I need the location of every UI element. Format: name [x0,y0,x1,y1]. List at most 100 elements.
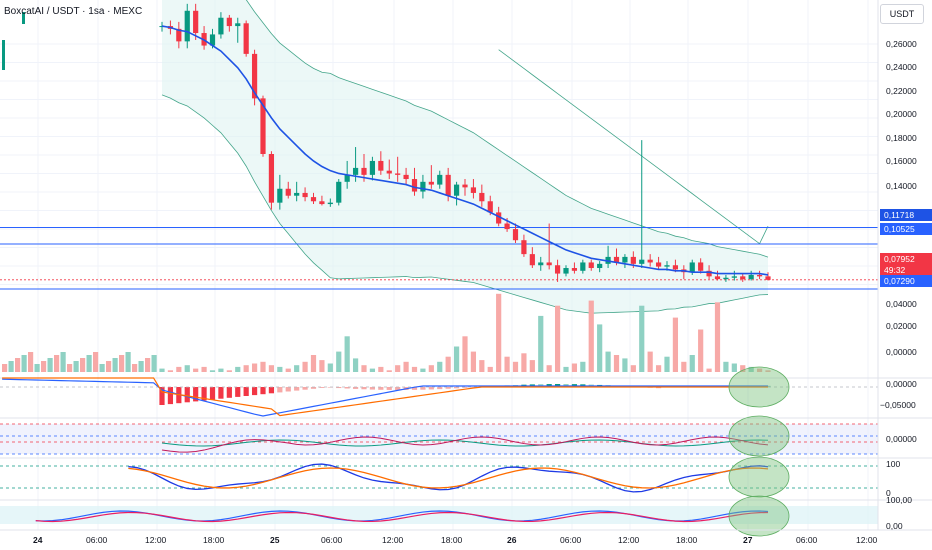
candle-body [268,154,275,203]
candle-body [462,184,468,188]
macd-histogram-bar [395,387,401,390]
volume-bar [605,351,611,372]
macd-histogram-bar [453,387,460,389]
candle-body [706,270,712,277]
candle-body [597,263,603,269]
volume-bar [706,368,712,372]
volume-bar [731,363,737,372]
volume-bar [689,355,695,372]
macd-histogram-bar [159,387,165,405]
volume-bar [151,355,157,372]
volume-bar [336,351,342,372]
macd-histogram-bar [167,387,174,405]
price-tag: 0,10525 [880,223,932,235]
time-tick-label: 12:00 [382,535,404,545]
volume-bar [546,365,552,372]
candle-body [588,262,594,269]
osc3-line-b [35,511,769,523]
candle-body [453,184,460,196]
bollinger-bands [161,0,769,314]
ema-line [161,25,769,276]
candle-body [319,201,325,205]
volume-bar [86,355,92,372]
macd-histogram-bar [462,387,468,388]
volume-bar [218,368,224,372]
volume-bar [723,361,729,372]
volume-bar [714,302,721,372]
volume-bar [403,361,409,372]
horizontal-levels [0,226,878,290]
volume-bar [28,352,34,372]
volume-bar [60,352,66,372]
volume-bar [268,365,275,372]
volume-bar [740,365,746,372]
candle-body [193,10,199,34]
candle-body [226,17,232,27]
candle-body [563,268,569,274]
candle-body [243,23,249,54]
macd-histogram-bar [352,387,359,389]
volume-bar [453,346,460,372]
volume-bar [748,366,754,372]
macd-histogram-bar [428,387,434,390]
volume-bar [106,361,112,372]
volume-bar [361,365,367,372]
time-tick-label: 12:00 [618,535,640,545]
candle-body [571,268,578,271]
volume-bar [93,352,99,372]
candle-body [529,254,535,266]
volume-bar [647,351,653,372]
macd-histogram-bar [184,387,190,403]
volume-bar [21,355,27,372]
candle-body [327,202,333,205]
candle-body [361,167,367,175]
volume-tick-label: 0,04000 [886,299,917,309]
volume-bar [2,364,8,372]
volume-bar [167,370,174,372]
volume-bar [41,361,47,372]
volume-bar [352,358,359,372]
osc3-tick-label: 0,00 [886,521,903,531]
candle-body [260,98,266,154]
candle-body [630,256,636,264]
macd-histogram-bar [336,387,342,389]
time-tick-label: 06:00 [321,535,343,545]
volume-bar [639,305,645,372]
stoch-k-line [128,463,769,493]
time-tick-label: 06:00 [86,535,108,545]
candle-body [613,256,620,263]
volume-bar [99,364,105,372]
currency-selector[interactable]: USDT [880,4,924,24]
candle-body [521,240,527,255]
candle-body [756,274,763,277]
time-tick-label: 06:00 [796,535,818,545]
time-tick-label: 18:00 [676,535,698,545]
ema-line-path [161,25,769,276]
candle-body [22,12,25,24]
volume-bar [504,356,510,372]
volume-bar [580,361,586,372]
candle-body [723,277,729,280]
highlight-circle [728,415,790,457]
macd-histogram-bar [201,387,207,401]
volume-bar [571,363,578,372]
candle-body [698,262,704,271]
candle-body [310,197,317,202]
macd-histogram-bar [386,387,392,390]
volume-bar [529,360,535,372]
candle-body [470,187,477,193]
candle-body [302,192,308,198]
volume-bar [235,366,241,372]
candle-body [218,17,224,35]
volume-bar [260,361,266,372]
volume-bar [319,360,325,372]
volume-bar [622,358,628,372]
volume-bar [588,300,594,372]
candle-body [386,170,392,174]
price-tag: 0,07952 [880,253,932,265]
candle-body [479,192,485,202]
volume-bar [437,361,443,372]
price-tick-label: 0,20000 [886,109,917,119]
candle-body [512,229,519,241]
